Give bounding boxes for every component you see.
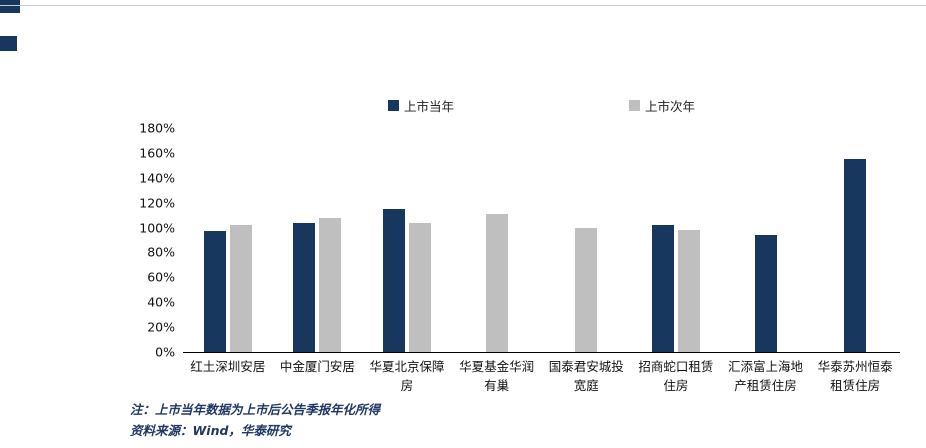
x-category-label-line: 华夏基金华润: [459, 359, 535, 374]
y-tick-label: 120%: [139, 195, 175, 211]
x-category-label: 汇添富上海地 产租赁住房: [721, 358, 811, 396]
x-axis-labels: 红土深圳安居 中金厦门安居 华夏北京保障房华夏基金华润 有巢 国泰君安城投 宽庭 招商蛇口租…: [183, 358, 900, 396]
decor-square-left: [0, 36, 17, 51]
legend-swatch: [629, 100, 640, 111]
x-category-label-line: 租赁住房: [830, 377, 881, 393]
x-category-label-line: 华泰苏州恒泰: [817, 359, 893, 374]
bar-上市当年: [651, 225, 674, 352]
bar-上市次年: [409, 222, 432, 352]
bar-group: [810, 128, 900, 352]
legend-label: 上市当年: [403, 99, 454, 114]
y-tick-label: 60%: [147, 269, 175, 285]
legend-swatch: [387, 100, 399, 111]
bar-上市当年: [203, 231, 226, 352]
chart-legend: 上市当年 上市次年: [183, 96, 900, 115]
bar-上市次年: [319, 217, 342, 352]
chart-note: 注：上市当年数据为上市后公告季报年化所得: [130, 402, 381, 417]
bar-上市当年: [754, 235, 777, 352]
x-category-label: 国泰君安城投 宽庭: [542, 358, 632, 396]
plot-area: [183, 128, 900, 353]
bar-group: [452, 128, 542, 352]
bar-group: [362, 128, 452, 352]
y-tick-label: 20%: [147, 319, 175, 335]
x-category-label-line: 房: [400, 377, 414, 393]
bar-group: [183, 128, 273, 352]
bar-上市次年: [575, 227, 598, 352]
y-axis: 180% 160% 140% 120% 100% 80% 60% 40% 20% 0%: [110, 121, 175, 360]
x-category-label-line: 华夏北京保障: [369, 359, 445, 374]
chart-source: 资料来源：Wind，华泰研究: [130, 422, 291, 438]
x-category-label: 招商蛇口租赁 住房: [631, 358, 721, 396]
y-tick-label: 140%: [139, 170, 175, 186]
y-tick-label: 0%: [155, 344, 175, 360]
bar-上市当年: [293, 222, 316, 352]
bar-group: [273, 128, 363, 352]
x-category-label-line: 宽庭: [573, 377, 599, 393]
legend-item: 上市当年: [387, 96, 454, 115]
x-category-label: 华夏基金华润 有巢: [452, 358, 542, 396]
x-category-label-line: 产租赁住房: [734, 377, 797, 393]
x-category-label-line: 有巢: [484, 377, 510, 393]
bar-group: [542, 128, 632, 352]
x-category-label-line: 住房: [663, 377, 689, 393]
decor-square-top: [0, 0, 20, 13]
x-category-label-line: 中金厦门安居: [279, 359, 355, 374]
x-category-label-line: 红土深圳安居: [190, 359, 266, 374]
x-category-label: 华泰苏州恒泰 租赁住房: [810, 358, 900, 396]
bar-上市次年: [229, 225, 252, 352]
legend-label: 上市次年: [645, 99, 696, 114]
bar-group: [721, 128, 811, 352]
y-tick-label: 160%: [139, 145, 175, 161]
bar-上市次年: [485, 213, 508, 352]
x-category-label: 红土深圳安居: [183, 358, 273, 396]
x-category-label: 华夏北京保障房: [362, 358, 452, 396]
bar-group: [631, 128, 721, 352]
x-category-label-line: 招商蛇口租赁: [638, 359, 714, 374]
y-tick-label: 80%: [147, 244, 175, 260]
x-category-label-line: 国泰君安城投: [548, 359, 624, 374]
chart-notes: 注：上市当年数据为上市后公告季报年化所得 资料来源：Wind，华泰研究: [130, 400, 380, 441]
legend-item: 上市次年: [629, 96, 695, 115]
x-category-label: 中金厦门安居: [273, 358, 363, 396]
x-category-label-line: 汇添富上海地: [728, 359, 804, 374]
y-tick-label: 100%: [139, 220, 175, 236]
decor-top-rule: [0, 5, 926, 6]
y-tick-label: 180%: [139, 120, 175, 136]
bar-上市次年: [677, 230, 700, 352]
bar-上市当年: [844, 159, 867, 352]
y-tick-label: 40%: [147, 294, 175, 310]
bar-上市当年: [383, 208, 406, 352]
